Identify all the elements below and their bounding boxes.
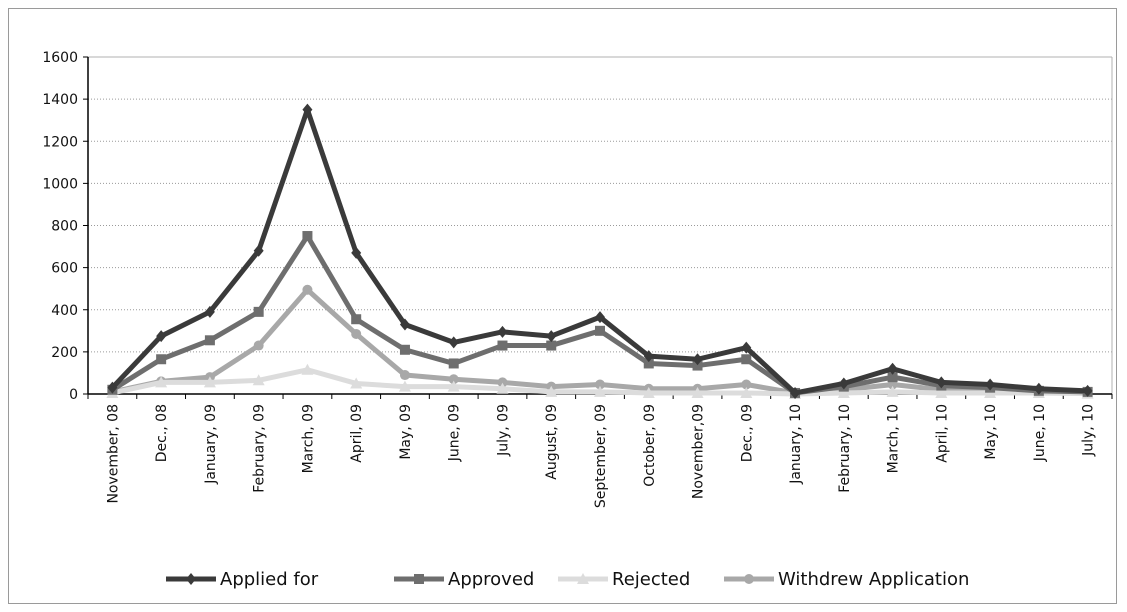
y-tick-label: 1200	[42, 134, 78, 150]
legend: Applied for Approved Rejected Withdrew Appl…	[166, 569, 969, 590]
x-tick-label: October, 09	[642, 404, 658, 487]
axes: 0 200 400 600 800 1000 1200 1400 1600 November, 0…	[42, 50, 1112, 508]
y-tick-label: 400	[51, 303, 78, 319]
series-applied-for	[107, 104, 1092, 399]
gridlines	[88, 57, 1112, 394]
x-tick-label: April, 09	[349, 404, 365, 463]
y-tick-label: 600	[51, 261, 78, 277]
legend-label: Approved	[448, 569, 534, 590]
series-group	[106, 104, 1093, 399]
data-point	[546, 330, 556, 342]
x-tick-label: January, 09	[203, 404, 219, 485]
data-point	[156, 354, 166, 364]
x-tick-label: March, 09	[300, 404, 316, 473]
data-point	[449, 336, 459, 348]
legend-label: Withdrew Application	[778, 569, 969, 590]
y-tick-label: 1400	[42, 92, 78, 108]
data-point	[186, 573, 196, 585]
legend-label: Rejected	[612, 569, 690, 590]
legend-item: Rejected	[558, 569, 690, 590]
data-point	[449, 358, 459, 368]
legend-label: Applied for	[220, 569, 319, 590]
y-tick-label: 1000	[42, 176, 78, 192]
legend-item: Applied for	[166, 569, 319, 590]
data-point	[744, 574, 754, 584]
data-point	[205, 335, 215, 345]
data-point	[497, 341, 507, 351]
data-point	[400, 345, 410, 355]
x-tick-label: April, 10	[934, 404, 950, 463]
legend-item: Withdrew Application	[724, 569, 969, 590]
x-tick-label: February, 09	[252, 404, 268, 493]
x-tick-label: July, 10	[1081, 404, 1097, 457]
x-tick-label: June, 09	[447, 404, 463, 462]
x-tick-label: Dec., 08	[154, 404, 170, 462]
x-tick-label: July, 09	[495, 404, 511, 457]
x-tick-label: February, 10	[837, 404, 853, 493]
data-point	[497, 326, 507, 338]
x-tick-label: January, 10	[788, 404, 804, 485]
x-tick-label: November, 08	[105, 404, 121, 504]
x-tick-label: September, 09	[593, 404, 609, 508]
x-tick-label: March, 10	[886, 404, 902, 473]
x-tick-label: June, 10	[1032, 404, 1048, 462]
data-point	[302, 231, 312, 241]
y-tick-label: 0	[69, 387, 78, 403]
y-tick-label: 1600	[42, 50, 78, 66]
x-tick-label: November,09	[691, 404, 707, 499]
y-tick-label: 200	[51, 345, 78, 361]
x-tick-label: August, 09	[544, 404, 560, 480]
x-tick-label: Dec., 09	[739, 404, 755, 462]
data-point	[414, 574, 424, 584]
x-tick-label: May, 09	[398, 404, 414, 460]
data-point	[741, 354, 751, 364]
legend-item: Approved	[394, 569, 534, 590]
data-point	[351, 314, 361, 324]
data-point	[254, 341, 264, 351]
data-point	[302, 285, 312, 295]
x-tick-label: May, 10	[983, 404, 999, 460]
data-point	[351, 329, 361, 339]
data-point	[254, 307, 264, 317]
data-point	[595, 326, 605, 336]
y-tick-label: 800	[51, 219, 78, 235]
data-point	[400, 370, 410, 380]
